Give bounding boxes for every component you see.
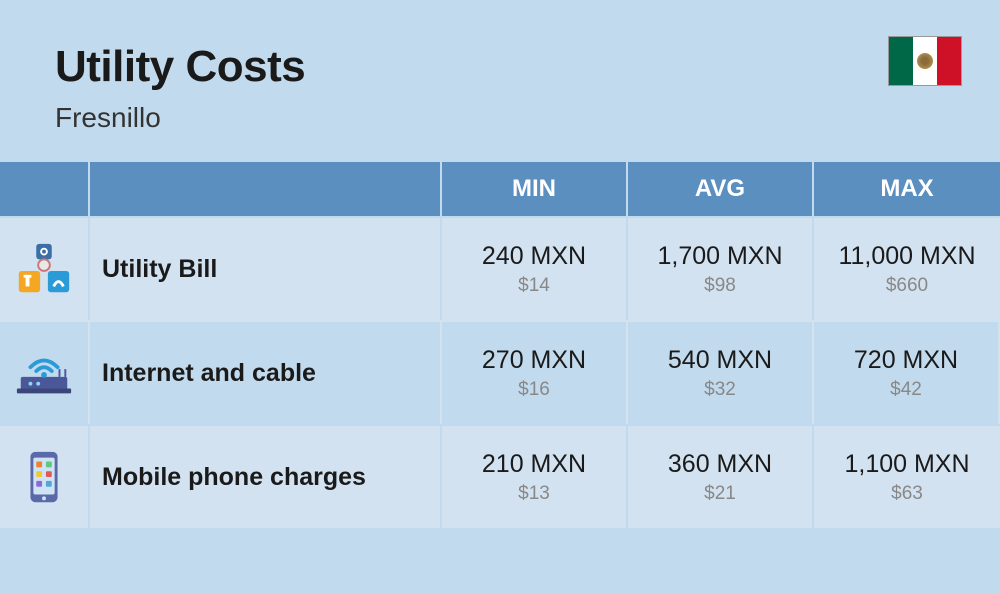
min-value-main: 210 MXN [482, 450, 586, 479]
max-value-sub: $660 [886, 275, 928, 297]
utility-icon [13, 238, 75, 300]
flag-stripe-red [937, 37, 961, 85]
table-row: Internet and cable 270 MXN $16 540 MXN $32 72… [0, 320, 1000, 424]
td-icon [0, 424, 90, 528]
max-value-sub: $42 [890, 379, 922, 401]
td-max: 720 MXN $42 [814, 320, 1000, 424]
th-avg: AVG [628, 162, 814, 216]
row-label: Mobile phone charges [90, 424, 442, 528]
phone-icon [13, 446, 75, 508]
flag-stripe-green [889, 37, 913, 85]
page-title: Utility Costs [55, 42, 945, 92]
internet-icon [13, 342, 75, 404]
th-icon-blank [0, 162, 90, 216]
table-row: Mobile phone charges 210 MXN $13 360 MXN $21… [0, 424, 1000, 528]
row-label: Internet and cable [90, 320, 442, 424]
costs-table: MIN AVG MAX Utility Bill 240 MXN $14 1,700 … [0, 162, 1000, 528]
avg-value-sub: $32 [704, 379, 736, 401]
country-flag [888, 36, 962, 86]
max-value-main: 11,000 MXN [838, 242, 975, 271]
td-avg: 360 MXN $21 [628, 424, 814, 528]
td-avg: 540 MXN $32 [628, 320, 814, 424]
avg-value-main: 360 MXN [668, 450, 772, 479]
min-value-sub: $13 [518, 483, 550, 505]
table-body: Utility Bill 240 MXN $14 1,700 MXN $98 11,000… [0, 216, 1000, 528]
row-label: Utility Bill [90, 216, 442, 320]
min-value-main: 270 MXN [482, 346, 586, 375]
flag-emblem [917, 53, 933, 69]
td-icon [0, 216, 90, 320]
td-icon [0, 320, 90, 424]
min-value-sub: $14 [518, 275, 550, 297]
td-max: 1,100 MXN $63 [814, 424, 1000, 528]
th-min: MIN [442, 162, 628, 216]
min-value-sub: $16 [518, 379, 550, 401]
th-label-blank [90, 162, 442, 216]
header: Utility Costs Fresnillo [0, 0, 1000, 162]
avg-value-sub: $98 [704, 275, 736, 297]
flag-stripe-white [913, 37, 937, 85]
td-min: 240 MXN $14 [442, 216, 628, 320]
page-subtitle: Fresnillo [55, 102, 945, 134]
min-value-main: 240 MXN [482, 242, 586, 271]
td-avg: 1,700 MXN $98 [628, 216, 814, 320]
avg-value-sub: $21 [704, 483, 736, 505]
table-header-row: MIN AVG MAX [0, 162, 1000, 216]
max-value-sub: $63 [891, 483, 923, 505]
td-max: 11,000 MXN $660 [814, 216, 1000, 320]
avg-value-main: 540 MXN [668, 346, 772, 375]
max-value-main: 1,100 MXN [844, 450, 969, 479]
page-root: Utility Costs Fresnillo MIN AVG MAX Util… [0, 0, 1000, 594]
avg-value-main: 1,700 MXN [657, 242, 782, 271]
max-value-main: 720 MXN [854, 346, 958, 375]
td-min: 210 MXN $13 [442, 424, 628, 528]
td-min: 270 MXN $16 [442, 320, 628, 424]
th-max: MAX [814, 162, 1000, 216]
table-row: Utility Bill 240 MXN $14 1,700 MXN $98 11,000… [0, 216, 1000, 320]
